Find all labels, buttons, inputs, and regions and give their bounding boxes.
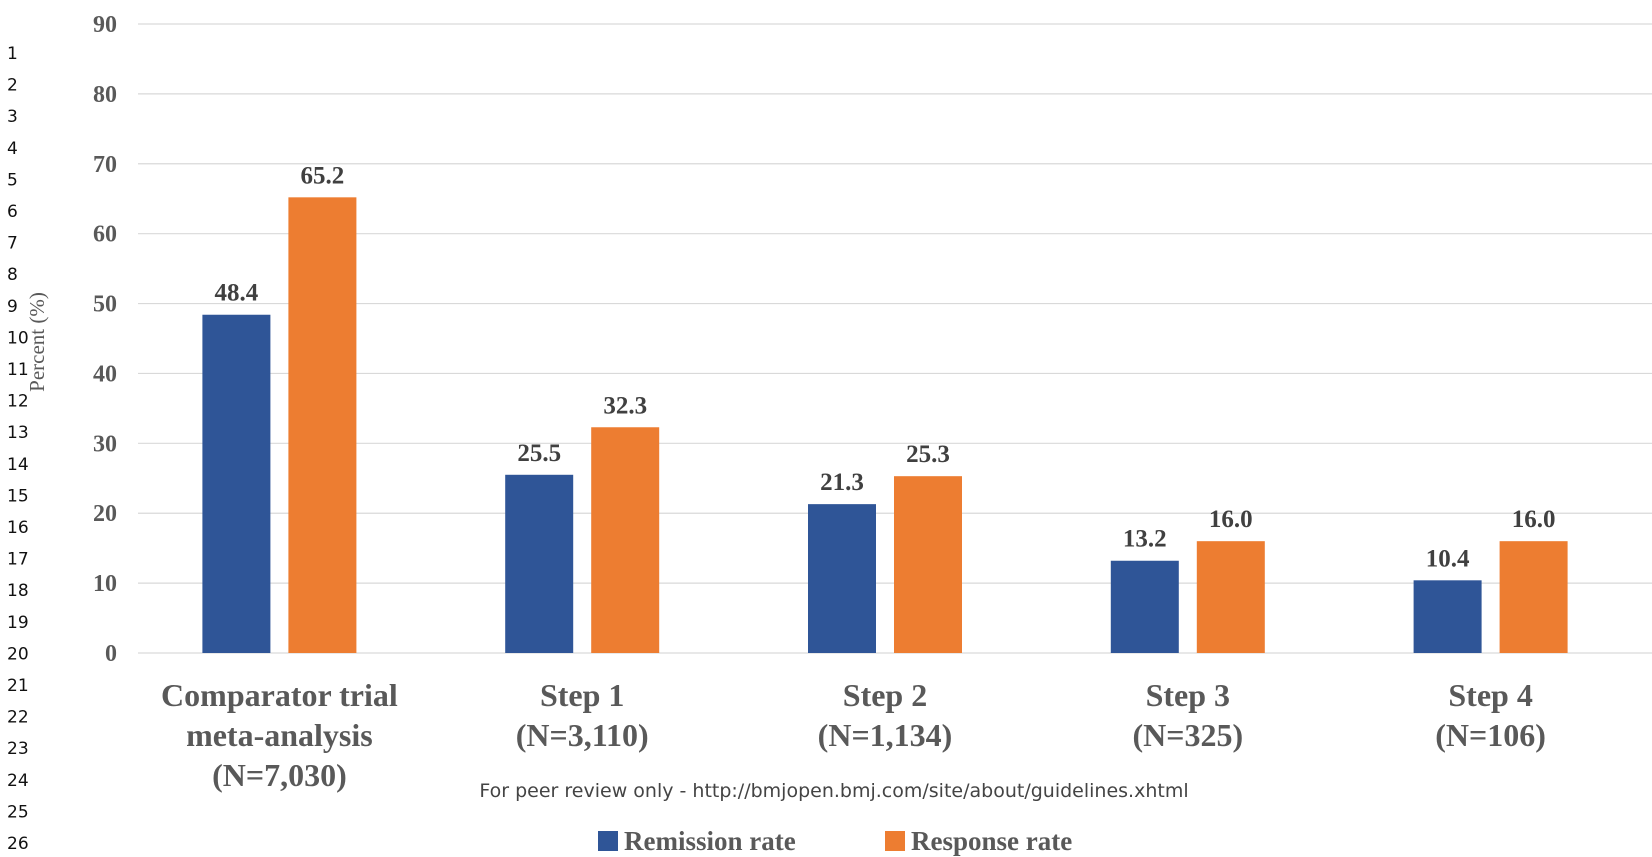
category-label: (N=7,030) xyxy=(212,757,347,793)
line-number: 5 xyxy=(7,170,18,190)
y-axis-ticks: 0 10 20 30 40 50 60 70 80 90 xyxy=(93,12,117,667)
bar-remission xyxy=(808,504,876,653)
line-number: 15 xyxy=(7,486,29,506)
legend-swatch xyxy=(598,831,618,851)
line-number: 3 xyxy=(7,107,18,127)
category-label: (N=106) xyxy=(1435,717,1546,753)
y-tick-label: 40 xyxy=(93,361,117,387)
bar-remission xyxy=(1110,560,1179,653)
line-number: 14 xyxy=(7,455,29,475)
line-number: 24 xyxy=(7,771,29,791)
line-number: 4 xyxy=(7,139,18,159)
line-number: 18 xyxy=(7,581,29,601)
data-label: 16.0 xyxy=(1512,506,1556,533)
y-tick-label: 90 xyxy=(93,12,117,38)
category-label: Step 4 xyxy=(1448,677,1532,713)
bar-response xyxy=(894,476,962,653)
line-number: 12 xyxy=(7,392,29,412)
y-axis-label: Percent (%) xyxy=(25,292,49,392)
line-number: 20 xyxy=(7,644,29,664)
legend-label: Remission rate xyxy=(624,826,796,856)
line-number: 22 xyxy=(7,708,29,728)
bars xyxy=(202,197,1568,653)
line-number: 13 xyxy=(7,423,29,443)
y-tick-label: 70 xyxy=(93,152,117,178)
data-label: 25.5 xyxy=(517,440,561,467)
bar-response xyxy=(591,427,660,653)
line-number: 21 xyxy=(7,676,29,696)
line-number: 23 xyxy=(7,739,29,759)
category-label: (N=1,134) xyxy=(818,717,953,753)
bar-remission xyxy=(202,314,271,653)
data-label: 25.3 xyxy=(906,441,950,468)
line-numbers: 1234567891011121314151617181920212223242… xyxy=(7,44,29,854)
line-number: 25 xyxy=(7,802,29,822)
data-label: 13.2 xyxy=(1123,526,1167,553)
y-tick-label: 50 xyxy=(93,292,117,318)
y-tick-label: 30 xyxy=(93,431,117,457)
bar-response xyxy=(1499,541,1568,653)
category-label: meta-analysis xyxy=(186,717,373,753)
category-label: Step 2 xyxy=(843,677,927,713)
bar-response xyxy=(288,197,357,653)
data-label: 10.4 xyxy=(1426,545,1470,572)
bar-remission xyxy=(1413,580,1482,653)
data-labels: 48.4 65.2 25.5 32.3 21.3 25.3 13.2 16.0 10.4 16.0 xyxy=(215,162,1556,572)
line-number: 16 xyxy=(7,518,29,538)
legend: Remission rate Response rate xyxy=(598,826,1072,856)
category-label: (N=325) xyxy=(1132,717,1243,753)
line-number: 19 xyxy=(7,613,29,633)
line-number: 11 xyxy=(7,360,29,380)
bar-remission xyxy=(505,474,574,653)
y-tick-label: 20 xyxy=(93,501,117,527)
bar-response xyxy=(1196,541,1265,653)
legend-label: Response rate xyxy=(911,826,1072,856)
category-label: Step 3 xyxy=(1146,677,1230,713)
legend-swatch xyxy=(885,831,905,851)
line-number: 9 xyxy=(7,297,18,317)
data-label: 65.2 xyxy=(301,162,345,189)
y-tick-label: 80 xyxy=(93,82,117,108)
line-number: 6 xyxy=(7,202,18,222)
category-labels: Comparator trial meta-analysis (N=7,030) St… xyxy=(161,677,1546,793)
footer-note: For peer review only - http://bmjopen.bm… xyxy=(479,780,1188,802)
category-label: Comparator trial xyxy=(161,677,398,713)
category-label: Step 1 xyxy=(540,677,624,713)
category-label: (N=3,110) xyxy=(516,717,649,753)
y-tick-label: 60 xyxy=(93,222,117,248)
line-number: 1 xyxy=(7,44,18,64)
data-label: 21.3 xyxy=(820,469,864,496)
line-number: 8 xyxy=(7,265,18,285)
line-number: 17 xyxy=(7,550,29,570)
y-tick-label: 10 xyxy=(93,571,117,597)
y-tick-label: 0 xyxy=(105,641,117,667)
data-label: 48.4 xyxy=(215,280,259,307)
line-number: 2 xyxy=(7,76,18,96)
gridlines xyxy=(138,23,1652,654)
line-number: 7 xyxy=(7,234,18,254)
data-label: 32.3 xyxy=(603,392,647,419)
line-number: 26 xyxy=(7,834,29,854)
line-number: 10 xyxy=(7,328,29,348)
data-label: 16.0 xyxy=(1209,506,1253,533)
